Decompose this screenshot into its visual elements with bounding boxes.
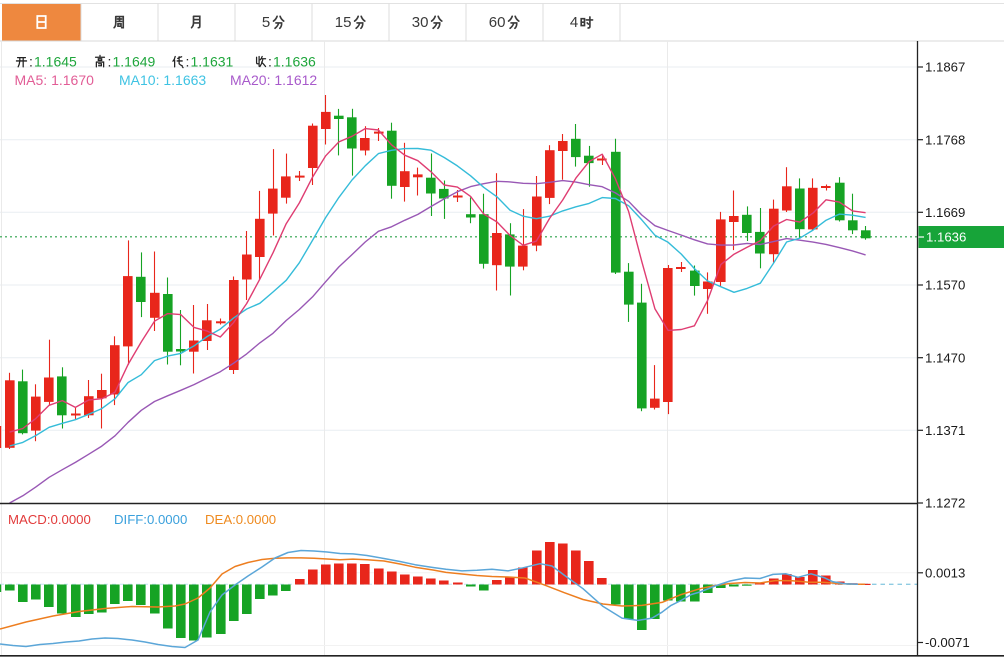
svg-text:1.1649: 1.1649 [113, 54, 156, 70]
svg-text:DIFF:0.0000: DIFF:0.0000 [114, 512, 187, 527]
svg-text::: : [29, 54, 33, 70]
svg-text:1.1669: 1.1669 [925, 205, 965, 220]
svg-text::: : [186, 54, 190, 70]
svg-text:1.1570: 1.1570 [925, 278, 965, 293]
svg-text:5: 5 [262, 14, 270, 31]
svg-text:4: 4 [570, 14, 578, 31]
svg-text:MA20: 1.1612: MA20: 1.1612 [230, 72, 317, 88]
svg-text:60: 60 [489, 14, 506, 31]
svg-text::: : [108, 54, 112, 70]
svg-text:MACD:0.0000: MACD:0.0000 [8, 512, 91, 527]
svg-text:1.1371: 1.1371 [925, 423, 965, 438]
svg-text:1.1631: 1.1631 [191, 54, 234, 70]
svg-text:15: 15 [335, 14, 352, 31]
svg-text:MA10: 1.1663: MA10: 1.1663 [119, 72, 206, 88]
svg-text:MA5: 1.1670: MA5: 1.1670 [15, 72, 95, 88]
svg-text:1.1645: 1.1645 [34, 54, 77, 70]
svg-text:-0.0071: -0.0071 [925, 635, 970, 650]
svg-text:1.1867: 1.1867 [925, 60, 965, 75]
svg-text:1.1636: 1.1636 [273, 54, 316, 70]
svg-text:1.1636: 1.1636 [926, 230, 966, 245]
svg-text:1.1272: 1.1272 [925, 496, 965, 511]
svg-text:0.0013: 0.0013 [925, 565, 965, 580]
svg-text:1.1768: 1.1768 [925, 132, 965, 147]
svg-text:30: 30 [412, 14, 429, 31]
svg-text::: : [268, 54, 272, 70]
svg-text:DEA:0.0000: DEA:0.0000 [205, 512, 276, 527]
svg-text:1.1470: 1.1470 [925, 350, 965, 365]
